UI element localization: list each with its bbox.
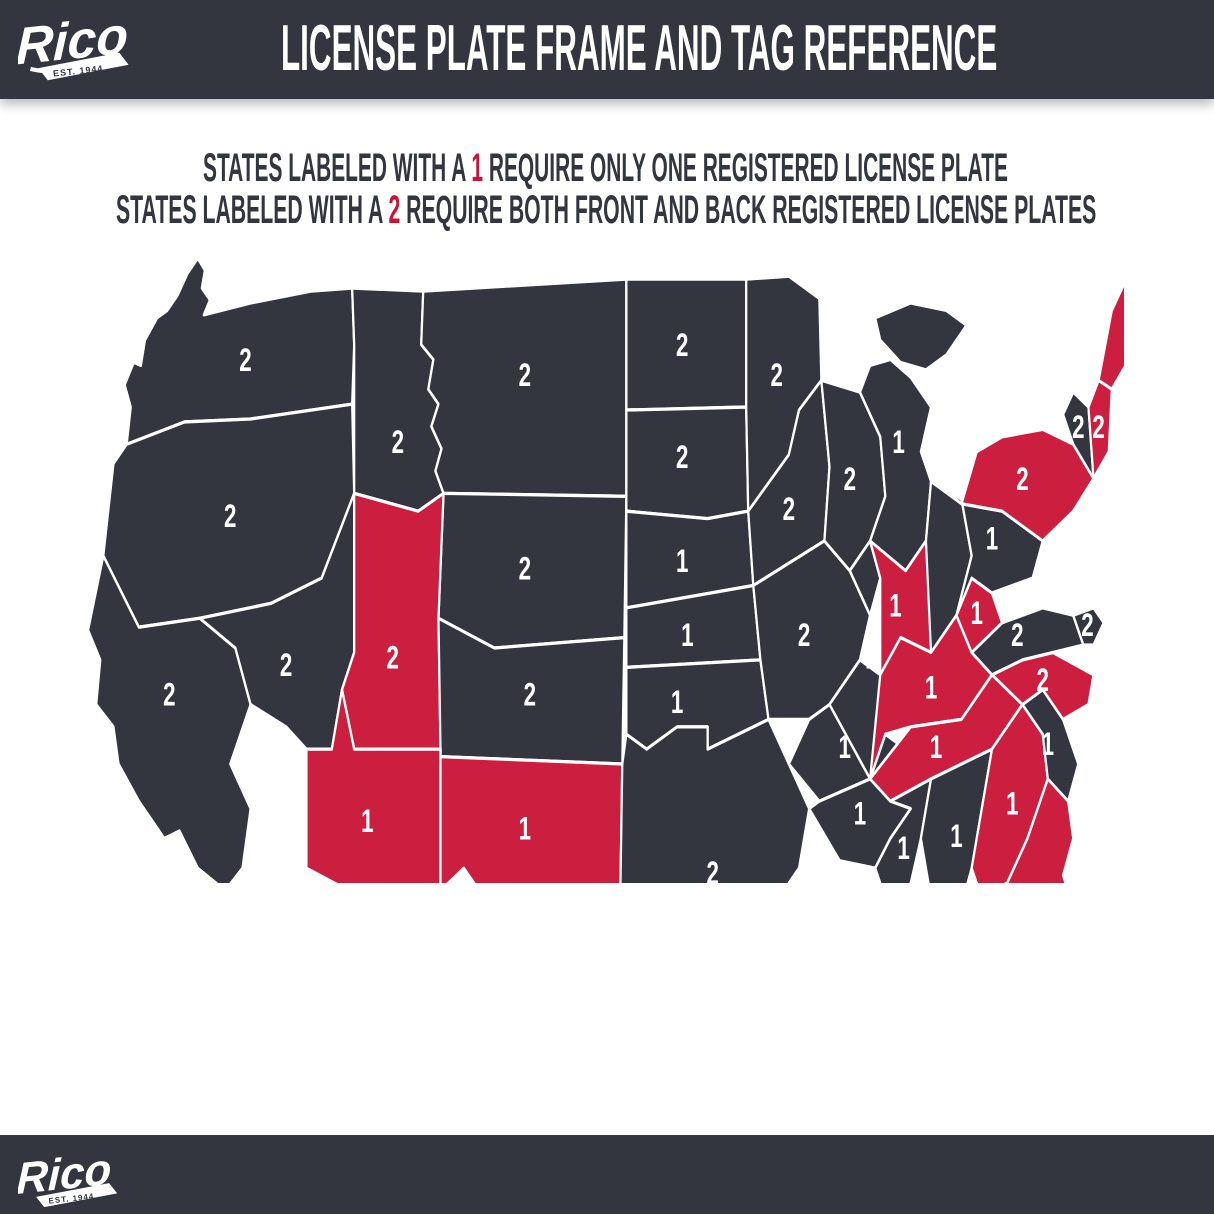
svg-text:1: 1 (930, 729, 942, 765)
svg-text:1: 1 (681, 617, 693, 653)
svg-text:2: 2 (239, 342, 251, 378)
svg-text:2: 2 (844, 461, 856, 497)
svg-text:1: 1 (1042, 726, 1054, 762)
svg-text:1: 1 (925, 669, 937, 705)
svg-text:1: 1 (950, 818, 962, 854)
svg-text:1: 1 (1006, 785, 1018, 821)
svg-text:2: 2 (387, 639, 399, 675)
svg-text:2: 2 (1072, 409, 1084, 445)
svg-text:2: 2 (524, 677, 536, 713)
svg-text:2: 2 (392, 424, 404, 460)
svg-text:1: 1 (889, 587, 901, 623)
svg-text:2: 2 (770, 357, 782, 393)
svg-text:2: 2 (1037, 662, 1049, 698)
svg-text:1: 1 (971, 595, 983, 631)
svg-text:2: 2 (224, 498, 236, 534)
svg-text:2: 2 (866, 639, 878, 675)
svg-text:1: 1 (361, 803, 373, 839)
svg-text:1: 1 (519, 810, 531, 846)
svg-text:1: 1 (854, 796, 866, 832)
svg-text:2: 2 (280, 647, 292, 683)
svg-text:2: 2 (1081, 607, 1093, 643)
svg-text:2: 2 (706, 855, 718, 883)
svg-text:1: 1 (892, 424, 904, 460)
svg-text:1: 1 (671, 684, 683, 720)
svg-text:2: 2 (1011, 617, 1023, 653)
svg-text:1: 1 (986, 520, 998, 556)
svg-text:2: 2 (163, 677, 175, 713)
svg-text:1: 1 (897, 830, 909, 866)
svg-text:2: 2 (676, 439, 688, 475)
svg-text:2: 2 (519, 550, 531, 586)
svg-text:2: 2 (676, 327, 688, 363)
svg-text:2: 2 (798, 617, 810, 653)
svg-text:2: 2 (1092, 409, 1104, 445)
svg-text:2: 2 (519, 357, 531, 393)
svg-text:2: 2 (783, 491, 795, 527)
svg-text:1: 1 (676, 543, 688, 579)
svg-text:2: 2 (1016, 461, 1028, 497)
